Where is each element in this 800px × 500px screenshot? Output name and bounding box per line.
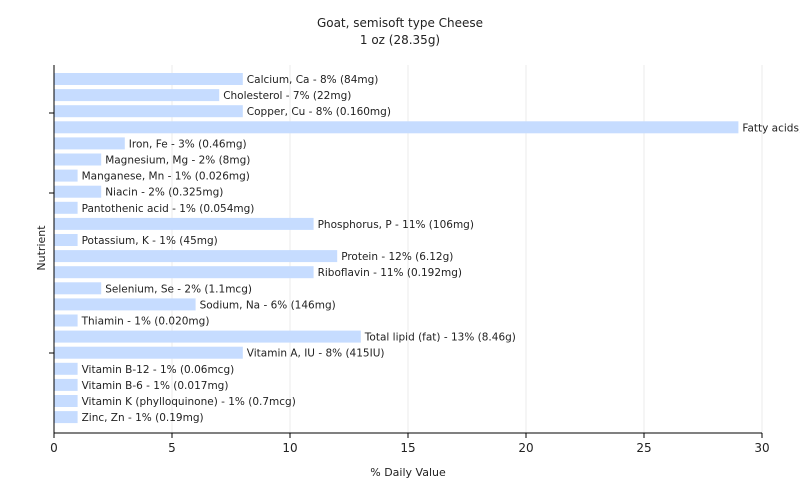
bar <box>54 185 102 198</box>
bar-label: Magnesium, Mg - 2% (8mg) <box>105 155 250 167</box>
grid-lines <box>171 65 763 433</box>
bar <box>54 137 125 150</box>
bar <box>54 395 78 407</box>
bar-label: Sodium, Na - 6% (146mg) <box>200 299 336 311</box>
bar <box>54 153 102 166</box>
x-tick-label: 10 <box>282 441 297 455</box>
bar <box>54 314 78 327</box>
bar-label: Copper, Cu - 8% (0.160mg) <box>247 106 391 118</box>
x-tick-label: 15 <box>400 441 415 455</box>
bars: Calcium, Ca - 8% (84mg) Cholesterol - 7% … <box>54 73 800 424</box>
y-axis-title: Nutrient <box>35 225 48 271</box>
bar-label: Iron, Fe - 3% (0.46mg) <box>129 138 247 150</box>
bar <box>54 234 78 246</box>
bar <box>54 266 314 279</box>
x-tick-label: 0 <box>50 441 58 455</box>
bar-label: Potassium, K - 1% (45mg) <box>82 235 218 247</box>
bar-label: Manganese, Mn - 1% (0.026mg) <box>82 171 250 183</box>
bar <box>54 169 78 182</box>
bar-label: Fatty acids, total saturated - 29% (5.85… <box>742 122 800 134</box>
bar <box>54 217 314 230</box>
bar-label: Pantothenic acid - 1% (0.054mg) <box>82 203 255 215</box>
bar-label: Riboflavin - 11% (0.192mg) <box>318 267 462 279</box>
bar <box>54 362 78 375</box>
bar-label: Vitamin B-12 - 1% (0.06mcg) <box>82 364 235 376</box>
x-tick-label: 25 <box>636 441 651 455</box>
chart-title: Goat, semisoft type Cheese <box>317 16 483 30</box>
x-axis-title: % Daily Value <box>370 466 446 479</box>
bar <box>54 73 243 85</box>
bar-label: Cholesterol - 7% (22mg) <box>223 90 351 102</box>
bar-label: Vitamin K (phylloquinone) - 1% (0.7mcg) <box>82 396 296 408</box>
bar <box>54 330 361 343</box>
bar-label: Protein - 12% (6.12g) <box>341 251 453 263</box>
bar <box>54 346 243 359</box>
bar <box>54 121 739 134</box>
bar-label: Phosphorus, P - 11% (106mg) <box>318 219 474 231</box>
bar <box>54 282 102 295</box>
bar <box>54 201 78 214</box>
bar <box>54 105 243 118</box>
axes: 0 5 10 15 20 25 30 <box>49 65 770 455</box>
bar-label: Calcium, Ca - 8% (84mg) <box>247 74 379 86</box>
bar <box>54 411 78 424</box>
bar <box>54 378 78 391</box>
chart-subtitle: 1 oz (28.35g) <box>360 33 440 47</box>
bar-label: Zinc, Zn - 1% (0.19mg) <box>82 412 204 424</box>
x-tick-label: 30 <box>754 441 769 455</box>
bar <box>54 89 220 102</box>
bar <box>54 298 196 311</box>
bar-label: Total lipid (fat) - 13% (8.46g) <box>364 332 516 344</box>
bar-label: Niacin - 2% (0.325mg) <box>105 187 223 199</box>
bar-label: Thiamin - 1% (0.020mg) <box>81 316 210 328</box>
bar-label: Selenium, Se - 2% (1.1mcg) <box>105 283 252 295</box>
bar <box>54 250 338 263</box>
bar-label: Vitamin B-6 - 1% (0.017mg) <box>82 380 229 392</box>
x-tick-label: 20 <box>518 441 533 455</box>
bar-label: Vitamin A, IU - 8% (415IU) <box>247 348 385 360</box>
x-tick-label: 5 <box>168 441 176 455</box>
